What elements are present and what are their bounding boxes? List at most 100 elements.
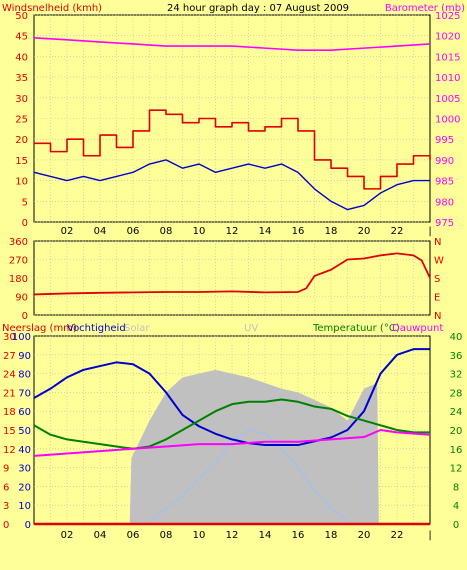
panel3-xtick: 08 <box>160 530 173 541</box>
panel3-ytick-temp: 20 <box>450 426 463 437</box>
panel3-ytick-humidity: 80 <box>18 370 31 381</box>
panel2-ytick-left: 360 <box>9 237 28 248</box>
panel2-compass-label: W <box>434 256 444 267</box>
panel1-xtick-end: | <box>428 226 431 237</box>
panel3-xtick: 02 <box>61 530 74 541</box>
panel3-ytick-rain: 6 <box>3 482 9 493</box>
panel1-ytick-right: 1015 <box>435 52 460 63</box>
legend-humidity: Vochtigheid <box>67 323 126 334</box>
panel3-ytick-temp: 28 <box>450 388 463 399</box>
panel1-ytick-left: 50 <box>15 11 28 22</box>
panel3-ytick-humidity: 50 <box>18 426 31 437</box>
dewpoint-line <box>33 429 431 457</box>
panel1-ytick-right: 1005 <box>435 94 460 105</box>
panel3-ytick-humidity: 40 <box>18 445 31 456</box>
panel3-ytick-temp: 40 <box>450 332 463 343</box>
panel1-ytick-right: 1025 <box>435 11 460 22</box>
panel3-xtick: 10 <box>193 530 206 541</box>
panel3-ytick-rain: 27 <box>3 351 16 362</box>
panel3-ytick-rain: 9 <box>3 464 9 475</box>
panel1-ytick-right: 995 <box>435 135 454 146</box>
panel1-xtick: 10 <box>193 226 206 237</box>
panel3-ytick-rain: 24 <box>3 370 16 381</box>
panel1-ytick-left: 30 <box>15 94 28 105</box>
panel2-compass-label: E <box>434 293 440 304</box>
panel3-ytick-humidity: 90 <box>18 351 31 362</box>
panel1-ytick-left: 45 <box>15 32 28 43</box>
panel1-ytick-right: 975 <box>435 218 454 229</box>
humidity-line <box>33 348 430 447</box>
panel3-ytick-temp: 8 <box>453 482 459 493</box>
panel1-xtick: 16 <box>292 226 305 237</box>
panel1-ytick-left: 35 <box>15 73 28 84</box>
panel3-xtick: 20 <box>358 530 371 541</box>
wind-second-line <box>33 159 430 211</box>
panel3-ytick-humidity: 30 <box>18 464 31 475</box>
panel2-ytick-left: 270 <box>9 256 28 267</box>
panel3-ytick-rain: 0 <box>3 520 9 531</box>
uv-line <box>149 429 348 521</box>
panel1-xtick: 14 <box>259 226 272 237</box>
panel3-ytick-rain: 30 <box>3 332 16 343</box>
tick-labels: 0510152025303540455097598098599099510001… <box>3 11 462 541</box>
panel3-ytick-temp: 0 <box>453 520 459 531</box>
panel2-ytick-left: 90 <box>15 293 28 304</box>
legend-uv: UV <box>244 323 258 334</box>
panel3-xtick: 22 <box>391 530 404 541</box>
panel3-ytick-temp: 4 <box>453 501 459 512</box>
panel1-ytick-left: 5 <box>22 197 28 208</box>
panel3-ytick-humidity: 0 <box>25 520 31 531</box>
wind-speed-line <box>34 109 431 190</box>
panel3-ytick-temp: 16 <box>450 445 463 456</box>
panel3-ytick-humidity: 10 <box>18 501 31 512</box>
panel3-xtick: 14 <box>259 530 272 541</box>
panel1-xtick: 20 <box>358 226 371 237</box>
panel1-xtick: 08 <box>160 226 173 237</box>
barometer-line <box>33 36 431 51</box>
panel3-xtick: 18 <box>325 530 338 541</box>
panel3-ytick-rain: 12 <box>3 445 16 456</box>
panel1-xtick: 22 <box>391 226 404 237</box>
panel1-xtick: 18 <box>325 226 338 237</box>
panel2-compass-label: S <box>434 274 440 285</box>
panel3-ytick-temp: 24 <box>450 407 463 418</box>
legend-temperature: Temperatuur (°C) <box>312 323 400 334</box>
panel3-ytick-humidity: 60 <box>18 407 31 418</box>
panel1-xtick: 04 <box>94 226 107 237</box>
panel1-ytick-right: 990 <box>435 156 454 167</box>
wind-direction-line <box>33 252 431 296</box>
panel1-ytick-right: 985 <box>435 177 454 188</box>
panel2-ytick-left: 180 <box>9 274 28 285</box>
panel1-ytick-right: 1020 <box>435 32 460 43</box>
panel1-ylabel-left: Windsnelheid (kmh) <box>2 3 102 14</box>
panel1-xtick: 02 <box>61 226 74 237</box>
panel3-xtick-end: | <box>428 530 431 541</box>
legend-solar: Solar <box>124 323 150 334</box>
panel3-ytick-rain: 21 <box>3 388 16 399</box>
panel1-ytick-right: 1000 <box>435 115 460 126</box>
solar-area <box>34 369 430 524</box>
panel3-ytick-temp: 32 <box>450 370 463 381</box>
panel3-ytick-humidity: 70 <box>18 388 31 399</box>
panel2-ytick-left: 0 <box>22 311 28 322</box>
panel3-ytick-rain: 3 <box>3 501 9 512</box>
panel2-compass-label: N <box>434 311 441 322</box>
legend-dewpoint: Dauwpunt <box>392 323 443 334</box>
chart-marks <box>33 36 431 526</box>
panel1-ytick-left: 20 <box>15 135 28 146</box>
panel1-ytick-right: 1010 <box>435 73 460 84</box>
panel2-compass-label: N <box>434 237 441 248</box>
panel1-ylabel-right: Barometer (mb) <box>385 3 465 14</box>
panel3-xtick: 04 <box>94 530 107 541</box>
title: 24 hour graph day : 07 August 2009 <box>167 3 349 14</box>
panel3-ytick-temp: 36 <box>450 351 463 362</box>
panel3-ytick-rain: 15 <box>3 426 16 437</box>
panel1-ytick-right: 980 <box>435 197 454 208</box>
panel1-xtick: 06 <box>127 226 140 237</box>
panel1-ytick-left: 40 <box>15 52 28 63</box>
panel3-xtick: 06 <box>127 530 140 541</box>
panel1-ytick-left: 25 <box>15 115 28 126</box>
temperature-line <box>33 398 430 450</box>
